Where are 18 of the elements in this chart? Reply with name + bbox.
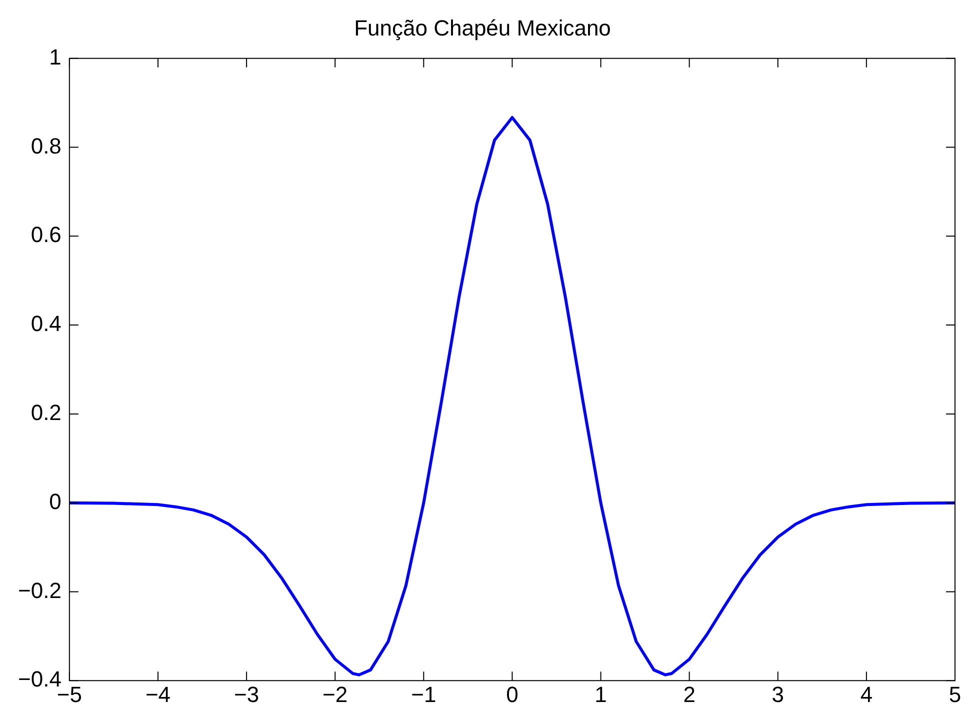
x-tick-label: −3 <box>234 682 260 707</box>
x-tick-label: 1 <box>594 682 607 707</box>
x-tick-label: 5 <box>948 682 962 707</box>
x-tick-label: 3 <box>772 682 784 707</box>
x-tick-label: −4 <box>145 682 171 707</box>
y-tick-label: 0.8 <box>30 133 62 158</box>
y-tick-label: 0 <box>49 488 62 514</box>
x-tick-label: 0 <box>506 682 518 707</box>
y-tick-label: −0.2 <box>18 578 62 603</box>
y-tick-label: 0.4 <box>30 311 62 336</box>
y-tick-label: 0.6 <box>30 222 62 248</box>
y-tick-label: 0.2 <box>30 400 62 426</box>
x-tick-label: −1 <box>411 682 436 707</box>
x-tick-label: −2 <box>322 682 348 707</box>
x-tick-label: 2 <box>683 682 696 707</box>
y-tick-label: 1 <box>49 44 62 70</box>
x-tick-label: 4 <box>860 682 873 707</box>
chart-title: Função Chapéu Mexicano <box>354 15 611 40</box>
